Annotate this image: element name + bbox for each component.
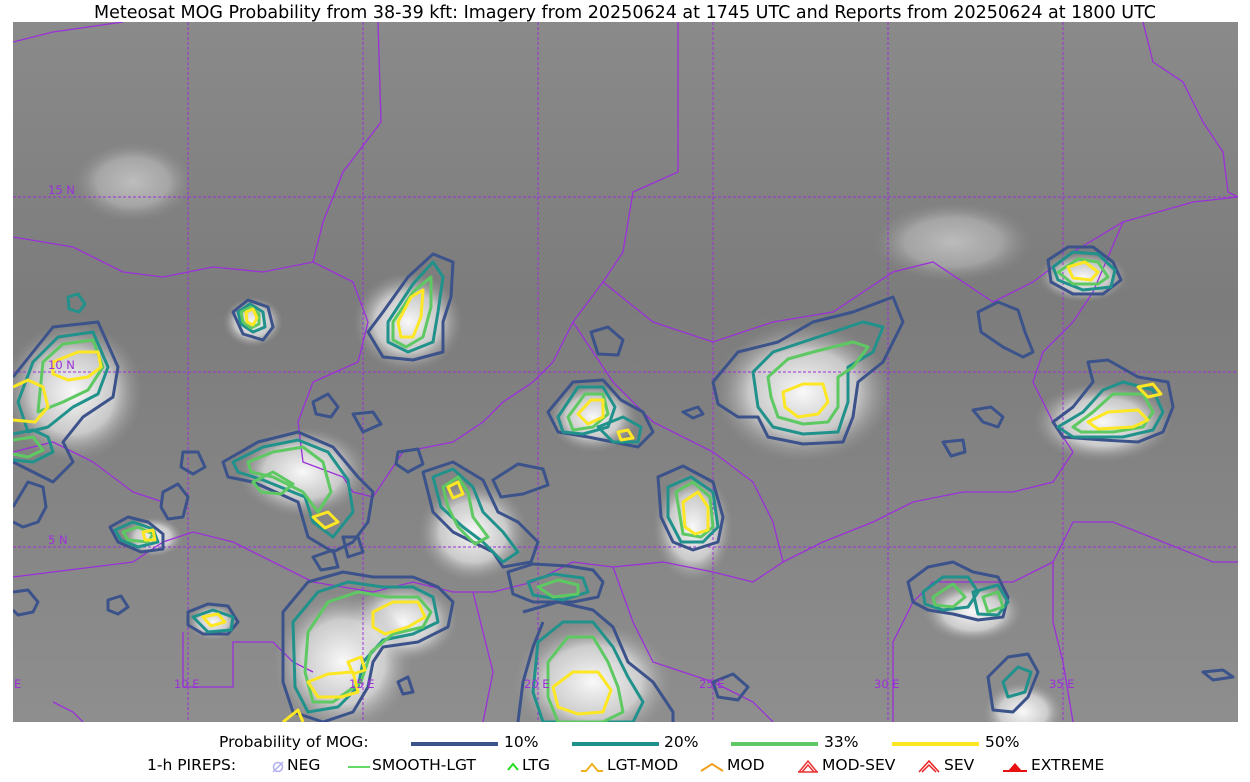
mod-chevron-icon bbox=[700, 758, 724, 774]
probability-legend-label: Probability of MOG: bbox=[219, 733, 369, 751]
lat-label-10n: 10 N bbox=[48, 358, 75, 372]
legend-label-10: 10% bbox=[504, 733, 539, 751]
lon-label-25e: 25 E bbox=[699, 677, 725, 691]
lat-lon-grid bbox=[13, 22, 1238, 722]
pirep-label-lgt-mod: LGT-MOD bbox=[607, 756, 679, 774]
map-title: Meteosat MOG Probability from 38-39 kft:… bbox=[94, 3, 1156, 23]
pirep-label-extreme: EXTREME bbox=[1031, 756, 1105, 774]
contour-50 bbox=[13, 260, 1163, 722]
legend-label-20: 20% bbox=[664, 733, 699, 751]
smooth-lgt-line-icon bbox=[348, 758, 370, 774]
lgt-mod-chevron-icon bbox=[580, 758, 604, 774]
pirep-label-ltg: LTG bbox=[522, 756, 550, 774]
lat-label-5n: 5 N bbox=[48, 533, 68, 547]
legend-swatch-33 bbox=[731, 742, 818, 746]
lon-label-30e: 30 E bbox=[874, 677, 900, 691]
mod-sev-chevron-icon bbox=[797, 758, 819, 774]
satellite-map: 15 N 10 N 5 N 5 E 10 E 15 E 20 E 25 E 30… bbox=[13, 22, 1238, 722]
pirep-label-mod: MOD bbox=[727, 756, 765, 774]
lat-label-15n: 15 N bbox=[48, 183, 75, 197]
legend-label-50: 50% bbox=[985, 733, 1020, 751]
legend-swatch-20 bbox=[572, 742, 659, 746]
lon-label-10e: 10 E bbox=[174, 677, 200, 691]
pirep-legend: 1-h PIREPS: NEG SMOOTH-LGT LTG LGT-MOD M… bbox=[0, 756, 1250, 776]
ltg-chevron-icon bbox=[505, 758, 521, 774]
pirep-label-mod-sev: MOD-SEV bbox=[822, 756, 896, 774]
map-labels: 15 N 10 N 5 N 5 E 10 E 15 E 20 E 25 E 30… bbox=[13, 183, 1075, 691]
probability-legend: Probability of MOG: 10% 20% 33% 50% bbox=[0, 733, 1250, 753]
legend-swatch-10 bbox=[411, 742, 498, 746]
pirep-label-smooth-lgt: SMOOTH-LGT bbox=[372, 756, 476, 774]
extreme-chevron-icon bbox=[1003, 758, 1027, 774]
contour-33 bbox=[13, 257, 1155, 722]
mog-contours bbox=[13, 245, 1235, 722]
lon-label-5e: 5 E bbox=[13, 677, 21, 691]
pirep-legend-label: 1-h PIREPS: bbox=[147, 756, 237, 774]
contour-20 bbox=[13, 250, 1165, 722]
legend-swatch-50 bbox=[892, 742, 979, 746]
lon-label-15e: 15 E bbox=[349, 677, 375, 691]
legend-label-33: 33% bbox=[824, 733, 859, 751]
lon-label-35e: 35 E bbox=[1049, 677, 1075, 691]
pirep-label-neg: NEG bbox=[287, 756, 321, 774]
pirep-label-sev: SEV bbox=[944, 756, 975, 774]
contour-10 bbox=[13, 245, 1235, 722]
lon-label-20e: 20 E bbox=[524, 677, 550, 691]
sev-chevron-icon bbox=[918, 758, 940, 774]
neg-icon bbox=[270, 758, 286, 774]
